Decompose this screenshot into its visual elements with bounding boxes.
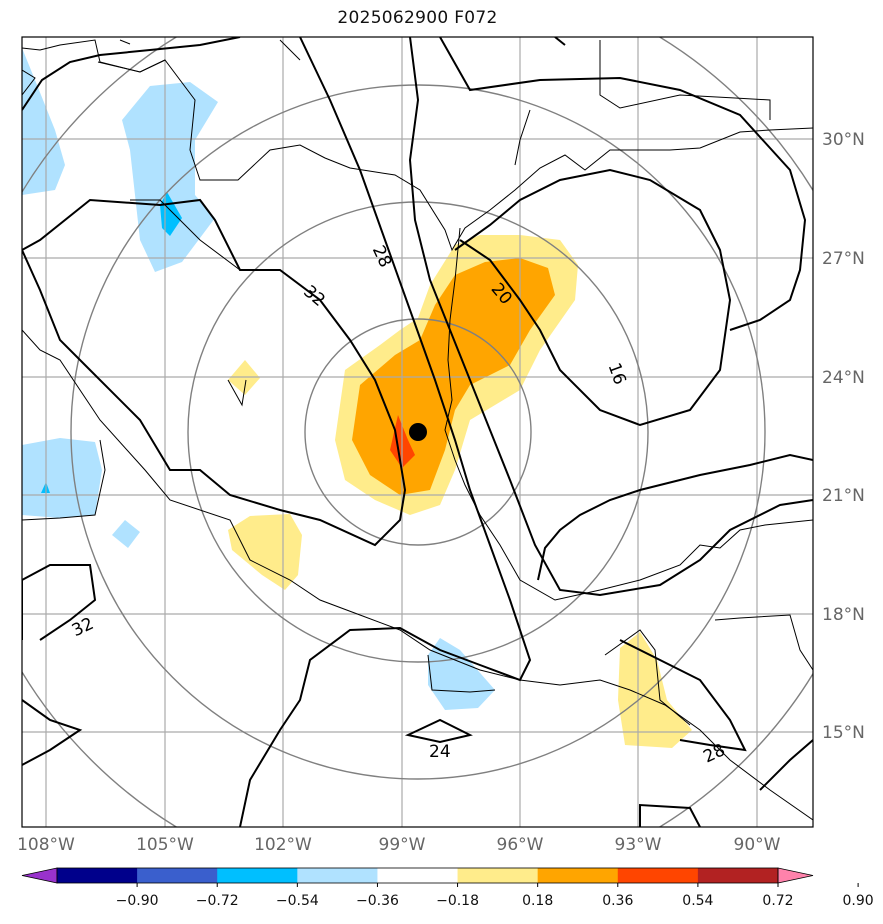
lat-label: 30°N [822, 130, 865, 150]
colorbar-tick-label: −0.54 [276, 893, 319, 909]
colorbar-tick-label: 0.72 [762, 893, 793, 909]
contour-label: 16 [603, 360, 629, 387]
map-frame [21, 36, 814, 828]
lon-label: 105°W [136, 835, 194, 855]
colorbar-tick-label: −0.36 [356, 893, 399, 909]
lat-label: 27°N [822, 249, 865, 269]
lon-label: 90°W [734, 835, 781, 855]
colorbar: −0.90 −0.72 −0.54 −0.36 −0.18 0.18 0.36 0.54 0.7… [21, 867, 874, 909]
colorbar-tick-label: 0.36 [602, 893, 633, 909]
map-title: 2025062900 F072 [337, 8, 498, 28]
colorbar-extend-min [21, 867, 58, 884]
lat-label: 21°N [822, 486, 865, 506]
colorbar-segment [457, 868, 539, 883]
colorbar-extend-max [777, 867, 814, 884]
colorbar-tick-label: 0.18 [522, 893, 553, 909]
lat-label: 18°N [822, 605, 865, 625]
storm-center-marker [409, 423, 427, 441]
lat-label: 24°N [822, 368, 865, 388]
colorbar-segment [697, 868, 779, 883]
lon-label: 96°W [497, 835, 544, 855]
graticule [22, 37, 813, 827]
colorbar-segment [217, 868, 298, 883]
lon-label: 93°W [615, 835, 662, 855]
colorbar-tick-label: −0.90 [116, 893, 159, 909]
longitude-labels: 108°W 105°W 102°W 99°W 96°W 93°W 90°W [17, 835, 781, 855]
height-contours [22, 37, 813, 827]
colorbar-segment [377, 868, 459, 883]
colorbar-tick-label: −0.72 [196, 893, 239, 909]
lon-label: 102°W [254, 835, 312, 855]
contour-label: 28 [368, 243, 395, 271]
lat-label: 15°N [822, 723, 865, 743]
coastlines [22, 39, 813, 821]
lon-label: 99°W [379, 835, 426, 855]
colorbar-tick-label: 0.90 [843, 893, 874, 909]
contour-label: 24 [429, 742, 451, 762]
lon-label: 108°W [17, 835, 75, 855]
colorbar-segment [297, 868, 378, 883]
colorbar-segment [617, 868, 699, 883]
colorbar-frame [56, 867, 779, 884]
colorbar-segment [537, 868, 619, 883]
colorbar-tick-label: 0.54 [682, 893, 713, 909]
map-layers [22, 37, 813, 827]
colorbar-tick-label: −0.18 [436, 893, 479, 909]
range-rings [22, 37, 813, 827]
colorbar-segment [57, 868, 138, 883]
latitude-labels: 30°N 27°N 24°N 21°N 18°N 15°N [822, 130, 865, 743]
colorbar-segment [137, 868, 218, 883]
